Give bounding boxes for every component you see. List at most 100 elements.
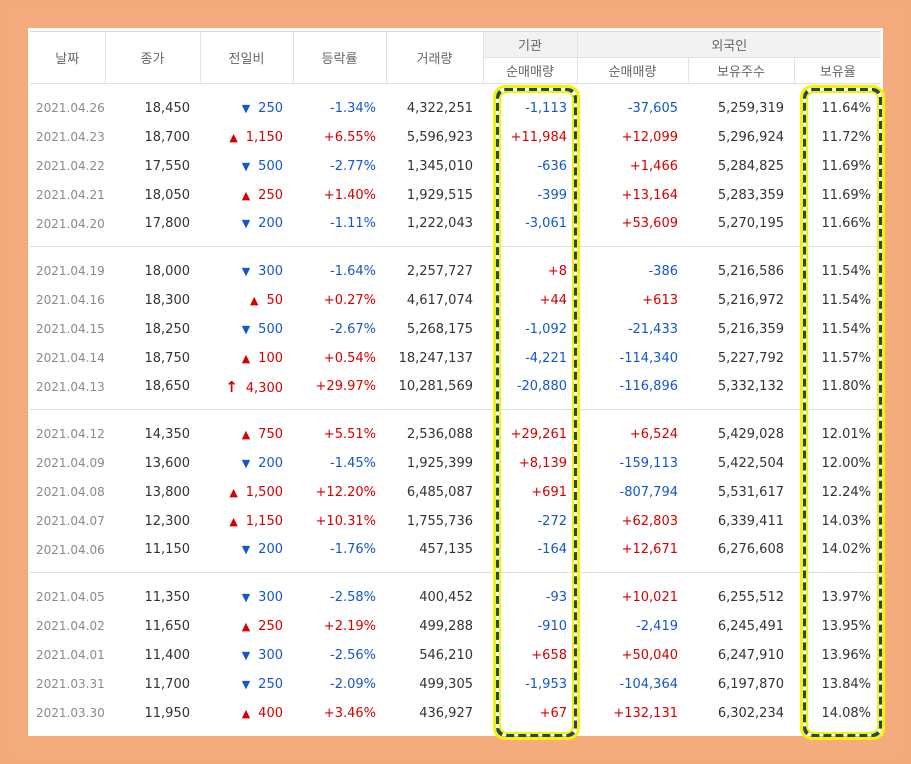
cell-date: 2021.04.13 — [30, 372, 105, 410]
cell-date: 2021.04.05 — [36, 590, 105, 605]
cell-date: 2021.04.16 — [36, 293, 105, 307]
cell-close: 18,700 — [144, 129, 191, 145]
cell-close: 11,150 — [105, 535, 200, 573]
cell-date: 2021.04.02 — [36, 619, 105, 633]
cell-foreign-net: +12,099 — [621, 129, 678, 145]
daily-trading-table: 날짜 종가 전일비 등락률 거래량 기관 외국인 순매매량 순매매량 보유주수 … — [30, 31, 882, 736]
up-triangle-icon: ▲ — [241, 706, 251, 720]
cell-close: 11,950 — [144, 705, 191, 721]
cell-change: ▲ 1,500 — [200, 478, 293, 507]
cell-institution-net: +29,261 — [510, 426, 567, 442]
cell-volume: 1,755,736 — [406, 513, 473, 529]
cell-foreign-net: +62,803 — [621, 513, 678, 529]
cell-change: ▲ 1,150 — [200, 507, 293, 536]
cell-rate: -1.76% — [293, 535, 386, 573]
cell-date: 2021.03.31 — [36, 677, 105, 691]
cell-foreign-holdings: 6,247,910 — [717, 647, 784, 663]
cell-institution-net: -399 — [537, 187, 567, 203]
change-value: 200 — [258, 542, 283, 558]
header-change: 전일비 — [199, 31, 293, 84]
cell-close: 13,600 — [144, 455, 191, 471]
cell-rate: -1.45% — [330, 455, 376, 471]
change-value: 1,150 — [245, 513, 283, 529]
table-row: 2021.04.07 12,300 ▲ 1,150 +10.31% 1,755,736 -2… — [30, 507, 881, 536]
cell-change: ▼ 200 — [200, 209, 293, 247]
cell-volume: 1,925,399 — [406, 455, 473, 471]
cell-foreign-ratio: 11.80% — [794, 372, 882, 410]
table-row: 2021.04.01 11,400 ▼ 300 -2.56% 546,210 +658 +50… — [30, 641, 881, 670]
cell-change: ▲ 50 — [200, 286, 293, 315]
header-date: 날짜 — [30, 31, 105, 84]
cell-foreign-holdings: 5,422,504 — [717, 455, 784, 471]
up-triangle-icon: ▲ — [241, 188, 251, 202]
cell-date: 2021.04.09 — [36, 456, 105, 470]
cell-foreign-ratio: 11.54% — [821, 292, 872, 308]
cell-volume: 499,305 — [419, 676, 473, 692]
cell-volume: 2,536,088 — [406, 426, 473, 442]
cell-foreign-holdings: 5,216,972 — [717, 292, 784, 308]
change-value: 500 — [258, 158, 283, 174]
cell-close: 11,650 — [144, 618, 191, 634]
cell-close: 18,050 — [144, 187, 191, 203]
cell-foreign-holdings: 6,339,411 — [717, 513, 784, 529]
cell-date: 2021.04.23 — [36, 130, 105, 144]
up-triangle-icon: ▲ — [249, 293, 259, 307]
cell-foreign-ratio: 11.57% — [821, 350, 872, 366]
cell-change: ▲ 250 — [200, 612, 293, 641]
cell-date: 2021.04.07 — [36, 514, 105, 528]
cell-foreign-ratio: 11.54% — [821, 263, 872, 279]
cell-foreign-ratio: 13.97% — [821, 589, 872, 605]
cell-institution-net: +8,139 — [518, 455, 567, 471]
table-row: 2021.04.02 11,650 ▲ 250 +2.19% 499,288 -910 -2,… — [30, 612, 881, 641]
change-value: 1,150 — [245, 129, 283, 145]
cell-close: 18,000 — [144, 263, 191, 279]
cell-foreign-net: +132,131 — [613, 705, 678, 721]
change-value: 200 — [258, 216, 283, 232]
down-triangle-icon: ▼ — [241, 543, 251, 557]
cell-close: 18,750 — [144, 350, 191, 366]
down-triangle-icon: ▼ — [241, 322, 251, 336]
cell-close: 13,800 — [144, 484, 191, 500]
header-rate: 등락률 — [292, 31, 386, 84]
cell-volume: 546,210 — [419, 647, 473, 663]
cell-rate: -1.64% — [330, 263, 376, 279]
header-foreign-holdings: 보유주수 — [687, 57, 794, 84]
change-value: 200 — [258, 455, 283, 471]
down-triangle-icon: ▼ — [241, 101, 251, 115]
cell-foreign-net: +1,466 — [629, 158, 678, 174]
cell-close: 17,800 — [105, 209, 200, 247]
down-triangle-icon: ▼ — [241, 677, 251, 691]
cell-change: ▼ 300 — [200, 573, 293, 612]
table-row: 2021.04.05 11,350 ▼ 300 -2.58% 400,452 -93 +10,… — [30, 573, 881, 612]
table-row: 2021.04.19 18,000 ▼ 300 -1.64% 2,257,727 +8 -38… — [30, 247, 881, 286]
cell-rate: +0.54% — [323, 350, 376, 366]
table-row: 2021.04.22 17,550 ▼ 500 -2.77% 1,345,010 -636 +… — [30, 152, 881, 181]
cell-institution-net: -910 — [537, 618, 567, 634]
cell-institution-net: -93 — [545, 589, 567, 605]
cell-volume: 4,322,251 — [406, 100, 473, 116]
down-triangle-icon: ▼ — [241, 590, 251, 604]
change-value: 250 — [258, 100, 283, 116]
cell-institution-net: -1,092 — [525, 321, 567, 337]
cell-foreign-holdings: 5,531,617 — [717, 484, 784, 500]
cell-change: ▼ 250 — [200, 670, 293, 699]
cell-foreign-net: +6,524 — [629, 426, 678, 442]
cell-volume: 18,247,137 — [398, 350, 473, 366]
table-row: 2021.04.08 13,800 ▲ 1,500 +12.20% 6,485,087 +6… — [30, 478, 881, 507]
change-value: 500 — [258, 321, 283, 337]
cell-rate: -1.11% — [293, 209, 386, 247]
cell-foreign-net: +13,164 — [621, 187, 678, 203]
cell-date: 2021.03.30 — [36, 706, 105, 720]
cell-volume: 1,929,515 — [406, 187, 473, 203]
cell-institution-net: -636 — [537, 158, 567, 174]
cell-foreign-ratio: 14.03% — [821, 513, 872, 529]
change-value: 50 — [266, 292, 283, 308]
change-value: 250 — [258, 676, 283, 692]
cell-date: 2021.04.01 — [36, 648, 105, 662]
cell-rate: +0.27% — [323, 292, 376, 308]
table-row: 2021.03.31 11,700 ▼ 250 -2.09% 499,305 -1,953 -… — [30, 670, 881, 699]
cell-rate: -2.67% — [330, 321, 376, 337]
cell-foreign-net: -116,896 — [577, 372, 688, 410]
up-triangle-icon: ▲ — [229, 130, 238, 144]
cell-rate: +29.97% — [293, 372, 386, 410]
